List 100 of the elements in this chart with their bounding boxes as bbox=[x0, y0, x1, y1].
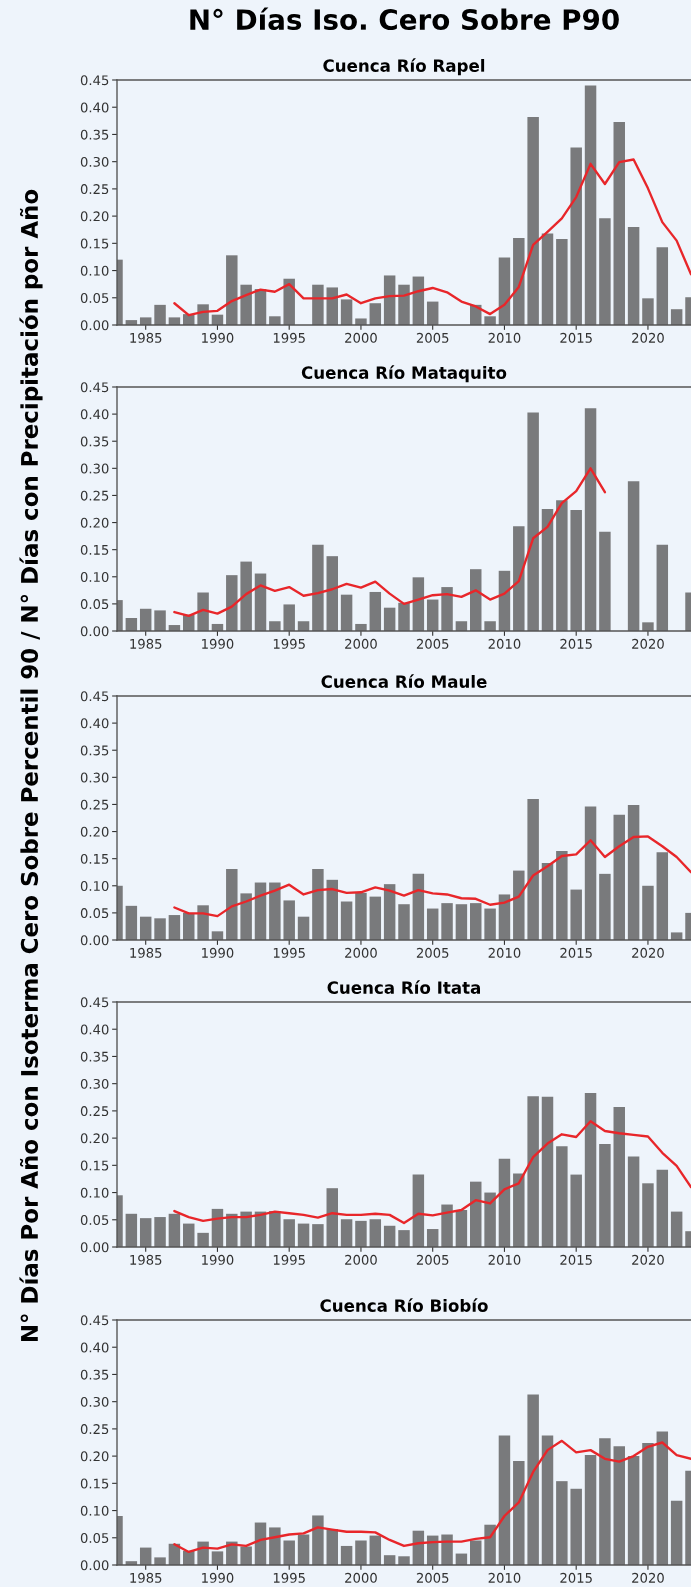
bar bbox=[312, 1224, 324, 1247]
y-tick-label: 0.25 bbox=[80, 490, 109, 501]
bar bbox=[297, 1534, 310, 1565]
chart-title: N° Días Iso. Cero Sobre P90 bbox=[190, 7, 619, 31]
x-tick-label: 1985 bbox=[130, 638, 162, 649]
bar bbox=[197, 1232, 209, 1247]
bar bbox=[627, 804, 640, 940]
bar bbox=[340, 901, 353, 940]
bar bbox=[584, 806, 597, 940]
x-tick-label: 2000 bbox=[345, 638, 377, 649]
y-tick-label: 0.00 bbox=[80, 935, 109, 946]
line-series bbox=[173, 467, 607, 617]
bar bbox=[584, 1092, 597, 1247]
bar bbox=[197, 905, 209, 940]
bar bbox=[340, 594, 353, 631]
y-tick-label: 0.20 bbox=[80, 826, 109, 837]
bar bbox=[455, 904, 468, 940]
bar bbox=[340, 1545, 353, 1565]
line-series bbox=[173, 158, 691, 317]
bar bbox=[369, 1535, 382, 1565]
bar bbox=[269, 316, 281, 325]
x-tick-label: 2020 bbox=[632, 638, 664, 649]
bar bbox=[513, 1461, 525, 1565]
bar bbox=[269, 882, 281, 940]
bar bbox=[599, 1438, 611, 1565]
bar bbox=[412, 1174, 425, 1247]
bar bbox=[484, 621, 496, 631]
bar bbox=[556, 1146, 568, 1247]
line-series bbox=[173, 835, 691, 918]
bar bbox=[527, 412, 539, 631]
bar bbox=[541, 863, 554, 940]
bar bbox=[226, 255, 238, 325]
chart-title: Cuenca Río Mataquito bbox=[301, 365, 507, 383]
bar bbox=[312, 284, 324, 325]
chart-title: Cuenca Río Maule bbox=[321, 674, 487, 688]
bar bbox=[383, 884, 396, 940]
bar bbox=[355, 1220, 367, 1247]
bar bbox=[240, 893, 252, 940]
x-tick-label: 2020 bbox=[632, 947, 664, 958]
bar bbox=[613, 1446, 625, 1565]
bar bbox=[556, 1481, 568, 1565]
y-tick-label: 0.20 bbox=[80, 517, 109, 528]
bar bbox=[513, 237, 525, 325]
bar bbox=[470, 903, 482, 940]
bar bbox=[599, 1144, 611, 1247]
bar bbox=[570, 1174, 582, 1247]
bar bbox=[599, 218, 611, 325]
x-tick-label: 2010 bbox=[488, 332, 521, 343]
y-axis-title: N° Días Por Año con Isoterma Cero Sobre Percentil 90 / N° Días con Precipitación por Año bbox=[19, 189, 43, 1342]
y-tick-label: 0.45 bbox=[80, 1315, 109, 1326]
y-tick-label: 0.35 bbox=[80, 129, 109, 140]
bar bbox=[355, 892, 367, 940]
y-tick-label: 0.00 bbox=[80, 320, 109, 331]
bar bbox=[613, 121, 625, 325]
bar bbox=[441, 587, 453, 631]
x-tick-label: 1995 bbox=[273, 947, 305, 958]
x-tick-label: 1995 bbox=[273, 332, 305, 343]
x-tick-label: 2000 bbox=[345, 1254, 377, 1265]
bar bbox=[340, 1219, 353, 1247]
x-tick-label: 2000 bbox=[345, 332, 377, 343]
bar bbox=[470, 1181, 482, 1247]
bar bbox=[556, 851, 568, 940]
bar bbox=[441, 1534, 453, 1565]
x-tick-label: 2010 bbox=[488, 638, 521, 649]
bar bbox=[556, 238, 568, 325]
bar bbox=[484, 1192, 496, 1247]
y-tick-label: 0.30 bbox=[80, 463, 109, 474]
bar bbox=[627, 227, 640, 325]
x-tick-label: 1990 bbox=[202, 638, 234, 649]
bar bbox=[412, 577, 425, 631]
x-tick-label: 1985 bbox=[130, 947, 162, 958]
bar bbox=[656, 247, 669, 325]
bar bbox=[398, 1230, 410, 1247]
bar bbox=[297, 1223, 310, 1247]
bar bbox=[656, 1431, 669, 1565]
bar bbox=[168, 1213, 181, 1247]
bar bbox=[326, 1188, 338, 1247]
y-tick-label: 0.40 bbox=[80, 102, 109, 113]
bar bbox=[297, 916, 310, 940]
y-tick-label: 0.35 bbox=[80, 1369, 109, 1380]
bar bbox=[627, 1456, 640, 1565]
bar bbox=[513, 870, 525, 940]
x-tick-label: 2005 bbox=[416, 1572, 449, 1583]
x-tick-label: 2010 bbox=[488, 1254, 521, 1265]
bar bbox=[584, 408, 597, 631]
bar bbox=[240, 561, 252, 631]
bar bbox=[154, 1557, 166, 1565]
x-tick-label: 2015 bbox=[560, 638, 592, 649]
bar bbox=[584, 1455, 597, 1565]
y-tick-label: 0.15 bbox=[80, 1160, 109, 1171]
y-tick-label: 0.05 bbox=[80, 293, 109, 303]
x-tick-label: 2000 bbox=[345, 1572, 377, 1583]
bar bbox=[283, 604, 295, 631]
bar bbox=[398, 284, 410, 325]
bar bbox=[527, 799, 539, 940]
x-tick-label: 1985 bbox=[130, 1572, 162, 1583]
bar bbox=[656, 1169, 669, 1247]
y-tick-label: 0.20 bbox=[80, 211, 109, 222]
bar bbox=[484, 316, 496, 325]
bar bbox=[627, 1156, 640, 1247]
